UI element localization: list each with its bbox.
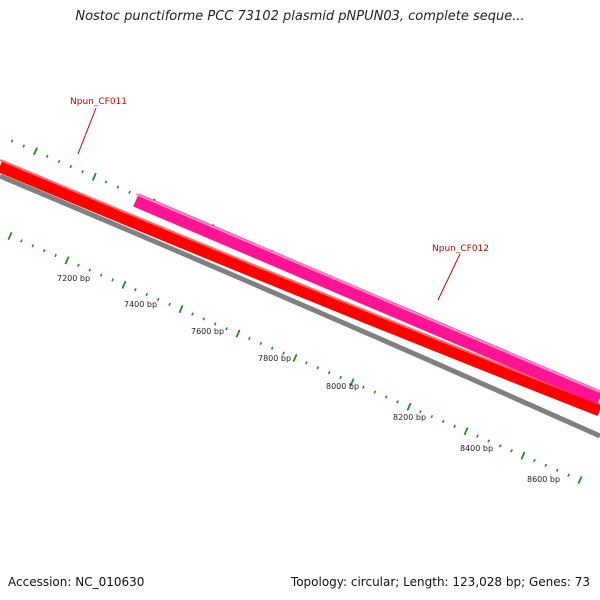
minor-tick	[533, 458, 536, 463]
minor-tick	[316, 366, 320, 370]
gene-label-npun-cf012[interactable]: Npun_CF012	[432, 244, 489, 254]
minor-tick	[45, 154, 49, 158]
accession-text: Accession: NC_010630	[8, 575, 145, 589]
major-tick	[406, 402, 412, 411]
minor-tick	[555, 468, 559, 472]
minor-tick	[10, 139, 14, 143]
minor-tick	[396, 400, 399, 404]
major-tick	[7, 231, 13, 241]
minor-tick	[384, 395, 388, 399]
minor-tick	[305, 361, 308, 365]
minor-tick	[544, 463, 548, 467]
minor-tick	[20, 239, 23, 243]
minor-tick	[419, 410, 422, 414]
minor-tick	[88, 268, 92, 272]
minor-tick	[128, 190, 131, 194]
minor-tick	[259, 341, 263, 345]
minor-tick	[453, 424, 456, 428]
minor-tick	[191, 312, 194, 316]
gene-label-npun-cf011[interactable]: Npun_CF011	[70, 97, 127, 107]
scale-label: 7400 bp	[124, 300, 157, 309]
minor-tick	[430, 414, 434, 419]
minor-tick	[487, 439, 491, 443]
minor-tick	[22, 144, 26, 148]
minor-tick	[156, 297, 160, 302]
scale-label: 7800 bp	[258, 354, 291, 363]
minor-tick	[441, 419, 445, 424]
reverse-gene-highlight	[0, 159, 600, 405]
major-tick	[33, 147, 38, 156]
forward-gene-npun-cf012[interactable]	[133, 193, 600, 405]
minor-tick	[57, 159, 61, 164]
scale-label: 8600 bp	[527, 475, 560, 484]
major-tick	[121, 280, 127, 289]
backbone-line	[0, 173, 600, 439]
minor-tick	[168, 302, 171, 306]
major-tick	[64, 256, 70, 265]
minor-tick	[31, 244, 35, 248]
minor-tick	[42, 249, 46, 253]
minor-tick	[270, 346, 274, 350]
minor-tick	[111, 278, 114, 282]
major-tick	[520, 451, 526, 460]
minor-tick	[476, 434, 479, 438]
minor-tick	[362, 385, 365, 389]
minor-tick	[498, 444, 502, 448]
forward-gene-highlight	[135, 193, 600, 393]
scale-label: 8200 bp	[393, 413, 426, 422]
tick-row-bottom	[7, 231, 583, 485]
npun-cf012-label-leader	[437, 253, 461, 301]
minor-tick	[99, 273, 103, 277]
minor-tick	[104, 180, 108, 184]
minor-tick	[77, 263, 80, 267]
minor-tick	[134, 288, 137, 292]
minor-tick	[54, 253, 57, 258]
minor-tick	[373, 390, 377, 394]
summary-text: Topology: circular; Length: 123,028 bp; …	[290, 575, 590, 589]
major-tick	[91, 172, 97, 181]
major-tick	[292, 353, 298, 363]
scale-label: 7200 bp	[57, 274, 90, 283]
minor-tick	[327, 371, 331, 375]
major-tick	[349, 378, 355, 387]
minor-tick	[225, 327, 228, 331]
major-tick	[235, 329, 241, 338]
scale-label: 8400 bp	[460, 444, 493, 453]
minor-tick	[510, 449, 513, 453]
reverse-gene-npun-cf011[interactable]	[0, 160, 600, 417]
scale-label: 8000 bp	[326, 382, 359, 391]
minor-tick	[145, 292, 149, 297]
scale-labels: 7200 bp 7400 bp 7600 bp 7800 bp 8000 bp 8200 …	[57, 274, 560, 484]
minor-tick	[282, 351, 285, 355]
minor-tick	[116, 185, 120, 189]
minor-tick	[248, 336, 251, 341]
minor-tick	[339, 375, 342, 380]
major-tick	[577, 475, 583, 485]
map-title: Nostoc punctiforme PCC 73102 plasmid pNP…	[75, 9, 525, 24]
npun-cf011-label-leader	[77, 107, 97, 155]
minor-tick	[69, 164, 73, 169]
minor-tick	[202, 317, 206, 321]
scale-label: 7600 bp	[191, 327, 224, 336]
minor-tick	[81, 170, 84, 174]
minor-tick	[213, 322, 217, 326]
minor-tick	[567, 473, 570, 477]
major-tick	[178, 305, 184, 314]
major-tick	[463, 427, 469, 436]
